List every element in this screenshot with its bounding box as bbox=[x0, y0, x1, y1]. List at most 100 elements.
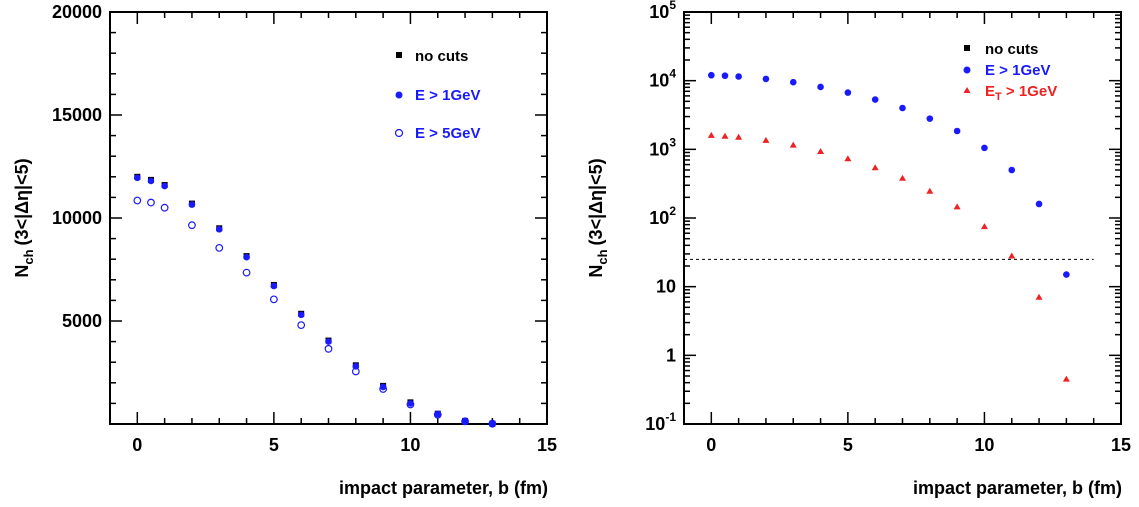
left-plot-frame bbox=[109, 11, 548, 425]
svg-text:Nch(3<|Δη|<5): Nch (3<|Δη|<5) bbox=[12, 158, 36, 277]
right-point-s1 bbox=[708, 71, 715, 79]
right-ylabel-sub: ch bbox=[595, 249, 610, 264]
left-legend: no cuts E > 1GeV E > 5GeV bbox=[394, 48, 480, 142]
right-point-s2 bbox=[899, 174, 906, 181]
left-legend-label-e1: E > 1GeV bbox=[415, 87, 480, 104]
left-point-s2 bbox=[433, 410, 442, 419]
left-point-s2 bbox=[324, 344, 333, 353]
left-point-s1 bbox=[461, 417, 469, 425]
right-point-s2 bbox=[926, 187, 934, 194]
svg-text:Nch(3<|Δη|<5): Nch (3<|Δη|<5) bbox=[586, 158, 610, 277]
left-point-s2 bbox=[351, 367, 360, 376]
right-point-s1 bbox=[871, 96, 879, 103]
right-y-axis-label: Nch (3<|Δη|<5) bbox=[586, 158, 610, 277]
right-point-s2 bbox=[1008, 252, 1016, 259]
left-legend-marker-e5 bbox=[394, 128, 404, 138]
right-point-s2 bbox=[1062, 375, 1070, 382]
right-legend-marker-e1 bbox=[963, 66, 971, 74]
right-x-tick-label: 5 bbox=[843, 435, 853, 455]
left-point-s2 bbox=[269, 295, 278, 304]
left-legend-label-e5: E > 5GeV bbox=[415, 125, 480, 142]
right-plot-frame bbox=[683, 11, 1122, 425]
left-ylabel-main: N bbox=[12, 265, 32, 278]
left-x-axis-label: impact parameter, b (fm) bbox=[339, 478, 548, 498]
right-x-tick-label: 15 bbox=[1111, 435, 1131, 455]
right-point-s1 bbox=[981, 144, 988, 152]
right-y-tick-label: 105 bbox=[649, 0, 676, 22]
left-point-s2 bbox=[379, 385, 388, 393]
right-point-s2 bbox=[707, 131, 715, 138]
right-point-s2 bbox=[721, 132, 729, 139]
right-legend: no cuts E > 1GeV ET > 1GeV bbox=[963, 41, 1057, 103]
left-point-s1 bbox=[188, 201, 196, 208]
right-legend-label-e1: E > 1GeV bbox=[985, 62, 1050, 79]
right-x-tick-label: 0 bbox=[706, 435, 716, 455]
right-point-s1 bbox=[1035, 200, 1043, 208]
right-legend-label-no-cuts: no cuts bbox=[985, 41, 1038, 58]
right-legend-marker-et1 bbox=[963, 87, 971, 93]
right-point-s2 bbox=[871, 164, 879, 171]
left-ylabel-sub: ch bbox=[21, 249, 36, 264]
left-point-s1 bbox=[489, 420, 496, 427]
right-point-s2 bbox=[762, 136, 770, 143]
left-x-tick-label: 5 bbox=[269, 435, 279, 455]
right-point-s1 bbox=[817, 83, 824, 91]
right-point-s1 bbox=[926, 115, 934, 122]
left-y-tick-label: 20000 bbox=[52, 2, 102, 22]
left-point-s1 bbox=[297, 311, 305, 319]
right-legend-et-rest: > 1GeV bbox=[1002, 83, 1057, 100]
right-point-s1 bbox=[1008, 166, 1016, 174]
right-ylabel-range: (3<|Δη|<5) bbox=[586, 158, 606, 245]
left-y-tick-label: 5000 bbox=[62, 311, 102, 331]
right-point-s1 bbox=[735, 73, 742, 80]
left-point-s2 bbox=[488, 419, 497, 428]
right-y-tick-label: 10 bbox=[656, 277, 676, 297]
right-point-s1 bbox=[953, 127, 961, 135]
left-data-marks bbox=[133, 173, 497, 428]
left-point-s2 bbox=[188, 221, 196, 230]
left-axis-ticks: 0 5 10 15 5000 10000 15000 20000 bbox=[52, 2, 557, 455]
left-point-s1 bbox=[134, 174, 141, 182]
right-point-s2 bbox=[953, 203, 961, 210]
right-y-tick-label: 10-1 bbox=[645, 410, 676, 434]
left-point-s2 bbox=[215, 243, 224, 252]
left-point-s1 bbox=[379, 383, 387, 391]
right-x-axis-label: impact parameter, b (fm) bbox=[913, 478, 1122, 498]
right-legend-marker-no-cuts bbox=[964, 45, 970, 51]
left-ylabel-range: (3<|Δη|<5) bbox=[12, 158, 32, 245]
left-point-s2 bbox=[406, 400, 415, 409]
right-legend-label-et1: ET > 1GeV bbox=[985, 83, 1057, 103]
right-point-s2 bbox=[1035, 293, 1043, 300]
right-point-s1 bbox=[789, 78, 797, 86]
left-point-s1 bbox=[215, 226, 223, 233]
left-point-s2 bbox=[297, 321, 306, 330]
left-point-s1 bbox=[270, 282, 278, 290]
right-axis-ticks: 0 5 10 15 10-1 1 10 102 103 104 105 bbox=[645, 0, 1131, 455]
left-point-s1 bbox=[161, 182, 168, 190]
right-point-s2 bbox=[980, 223, 988, 230]
right-point-s1 bbox=[899, 104, 906, 112]
right-point-s1 bbox=[1063, 271, 1070, 278]
left-point-s1 bbox=[325, 338, 332, 345]
left-legend-marker-no-cuts bbox=[396, 52, 402, 58]
left-point-s1 bbox=[434, 410, 442, 418]
left-point-s2 bbox=[160, 203, 169, 212]
right-point-s1 bbox=[762, 75, 770, 83]
right-ylabel-main: N bbox=[586, 265, 606, 278]
right-y-tick-label: 102 bbox=[649, 204, 676, 228]
right-data-marks bbox=[684, 71, 1094, 382]
left-legend-label-no-cuts: no cuts bbox=[415, 48, 468, 65]
right-y-tick-label: 103 bbox=[649, 135, 676, 159]
left-x-tick-label: 0 bbox=[132, 435, 142, 455]
left-legend-marker-e1 bbox=[395, 91, 403, 99]
left-point-s2 bbox=[461, 417, 469, 426]
left-point-s2 bbox=[242, 268, 251, 277]
left-y-tick-label: 15000 bbox=[52, 105, 102, 125]
right-x-tick-label: 10 bbox=[974, 435, 994, 455]
right-point-s1 bbox=[721, 72, 729, 80]
right-point-s2 bbox=[817, 147, 825, 154]
right-legend-et-sub: T bbox=[995, 91, 1002, 103]
